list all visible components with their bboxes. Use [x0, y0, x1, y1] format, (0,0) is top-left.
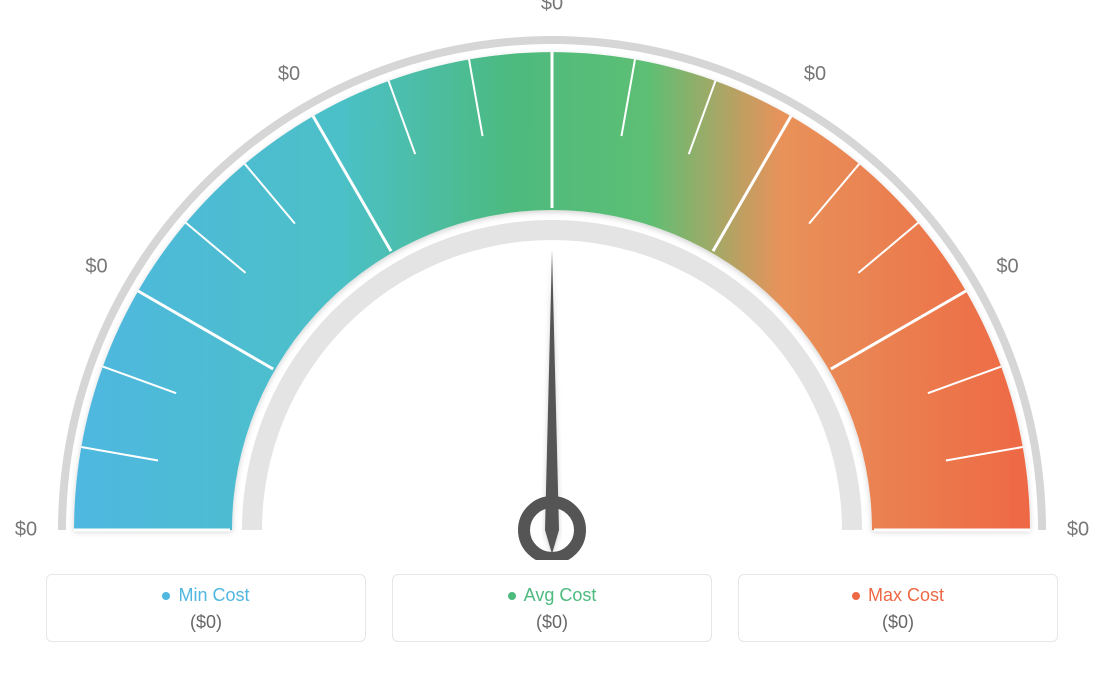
legend-label: Min Cost: [178, 585, 249, 606]
legend-dot: [162, 592, 170, 600]
legend-card: Max Cost ($0): [738, 574, 1058, 642]
legend-value: ($0): [47, 612, 365, 633]
legend-dot: [852, 592, 860, 600]
tick-label: $0: [996, 255, 1018, 277]
cost-gauge-widget: $0$0$0$0$0$0$0 Min Cost($0)Avg Cost($0)M…: [0, 0, 1104, 690]
legend-label: Avg Cost: [524, 585, 597, 606]
gauge-area: $0 $0 $0 $0 $0 $0 $0: [0, 0, 1104, 560]
legend-dot: [508, 592, 516, 600]
gauge-chart: $0 $0 $0 $0 $0 $0 $0: [0, 0, 1104, 560]
legend-label: Max Cost: [868, 585, 944, 606]
tick-label: $0: [541, 0, 563, 14]
legend-title: Avg Cost: [508, 585, 597, 606]
legend-title: Min Cost: [162, 585, 249, 606]
legend-card: Min Cost ($0): [46, 574, 366, 642]
legend-card: Avg Cost ($0): [392, 574, 712, 642]
legend-row: Min Cost ($0) Avg Cost ($0) Max Cost ($0): [0, 574, 1104, 642]
legend-value: ($0): [739, 612, 1057, 633]
legend-title: Max Cost: [852, 585, 944, 606]
tick-label: $0: [1067, 518, 1089, 540]
tick-label: $0: [15, 518, 37, 540]
tick-label: $0: [85, 255, 107, 277]
legend-value: ($0): [393, 612, 711, 633]
tick-label: $0: [278, 63, 300, 85]
tick-label: $0: [804, 63, 826, 85]
